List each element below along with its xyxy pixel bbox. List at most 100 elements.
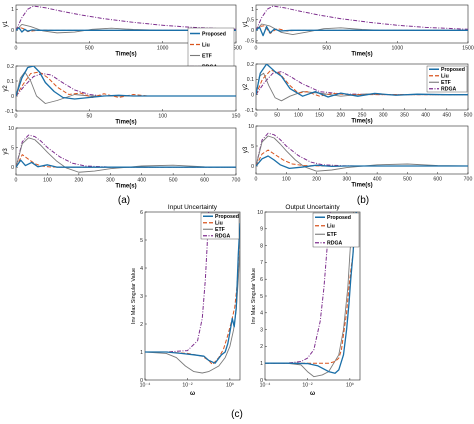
y-tick-label: 0.2 <box>7 64 14 70</box>
series-group <box>16 66 236 104</box>
y-tick-label: 5 <box>260 294 263 300</box>
legend-box <box>426 65 468 93</box>
x-tick-label: 600 <box>200 178 209 184</box>
plot-area <box>15 65 237 112</box>
legend-label-proposed: Proposed <box>441 67 465 73</box>
y-tick-label: 6 <box>140 210 143 216</box>
y-tick-label: 1 <box>140 350 143 356</box>
x-tick-label: 500 <box>169 178 178 184</box>
series-group <box>256 5 468 37</box>
y-tick-label: 5 <box>251 144 254 150</box>
x-tick-label: 1500 <box>230 46 242 52</box>
legend-label-proposed: Proposed <box>327 215 351 221</box>
y-axis-label: Inv Max Singular Value <box>251 268 257 324</box>
chart-c-input: Input Uncertainty 10⁻⁴ 10⁻² 10⁰ 0 1 2 3 4 5 6 ω Inv … <box>131 204 241 397</box>
y-tick-label: 4 <box>140 266 143 272</box>
y-tick-label: 9 <box>260 227 263 233</box>
series-line-proposed <box>265 212 357 374</box>
x-axis-label: Time(s) <box>351 52 372 58</box>
series-line-liu <box>256 69 468 97</box>
x-tick-label: 450 <box>442 113 451 119</box>
x-axis-label: Time(s) <box>351 119 372 125</box>
legend-label-rdga: RDGA <box>441 87 457 93</box>
x-tick-label: 600 <box>433 177 442 183</box>
legend-label-liu: Liu <box>202 42 210 48</box>
series-line-proposed <box>16 66 236 100</box>
x-tick-label: 200 <box>75 178 84 184</box>
chart-title: Input Uncertainty <box>168 204 218 211</box>
legend-label-proposed: Proposed <box>202 31 226 37</box>
y-tick-label: 8 <box>260 243 263 249</box>
y-tick-label: 2 <box>140 322 143 328</box>
legend-label-liu: Liu <box>441 74 449 80</box>
y-tick-label: 0.1 <box>247 77 254 83</box>
x-tick-label: 150 <box>315 113 324 119</box>
y-tick-label: 0 <box>251 164 254 170</box>
y-tick-label: 6 <box>260 277 263 283</box>
series-line-proposed <box>256 25 468 37</box>
x-tick-label: 0 <box>255 46 258 52</box>
x-tick-label: 10⁻² <box>182 383 193 389</box>
x-tick-label: 300 <box>379 113 388 119</box>
x-tick-label: 200 <box>336 113 345 119</box>
y-tick-label: 0 <box>11 94 14 100</box>
x-tick-label: 500 <box>85 46 94 52</box>
x-tick-label: 50 <box>86 114 92 120</box>
panel-label-c: (c) <box>231 409 243 420</box>
x-tick-label: 500 <box>403 177 412 183</box>
legend-box <box>200 212 240 240</box>
y-tick-label: 1 <box>251 7 254 13</box>
x-axis-label: Time(s) <box>115 52 136 58</box>
y-tick-label: 0 <box>251 28 254 34</box>
series-line-proposed <box>16 159 236 168</box>
legend-label-liu: Liu <box>215 221 223 227</box>
x-tick-label: 0 <box>255 177 258 183</box>
x-axis-label: Time(s) <box>115 120 136 126</box>
x-tick-label: 10⁰ <box>226 383 234 389</box>
x-tick-label: 10⁻⁴ <box>260 383 271 389</box>
plot-area <box>15 127 237 176</box>
x-tick-label: 400 <box>373 177 382 183</box>
x-tick-label: 250 <box>358 113 367 119</box>
chart-b-y2: 0 50 100 150 200 250 300 350 400 450 500-0.100.10.… <box>243 62 472 125</box>
x-tick-label: 100 <box>294 113 303 119</box>
x-tick-label: 0 <box>255 113 258 119</box>
chart-title: Output Uncertainty <box>285 204 340 211</box>
x-tick-label: 1500 <box>462 46 474 52</box>
legend-label-rdga: RDGA <box>215 234 231 240</box>
legend-label-proposed: Proposed <box>215 214 239 220</box>
x-tick-label: 50 <box>274 113 280 119</box>
series-line-liu <box>16 71 236 98</box>
x-tick-label: 300 <box>343 177 352 183</box>
x-tick-label: 1000 <box>157 46 169 52</box>
x-tick-label: 100 <box>282 177 291 183</box>
y-tick-label: 0 <box>11 165 14 171</box>
legend-label-etf: ETF <box>202 53 212 59</box>
y-tick-label: 10 <box>8 126 14 132</box>
x-axis-label: ω <box>310 391 315 397</box>
series-line-proposed <box>145 223 240 364</box>
series-group <box>16 134 236 173</box>
y-tick-label: 0 <box>140 378 143 384</box>
x-tick-label: 0 <box>15 178 18 184</box>
y-tick-label: 5 <box>11 145 14 151</box>
chart-c-output: Output Uncertainty 10⁻⁴ 10⁻² 10⁰ 0 1 2 3 4 5 6 7 8 9 1… <box>251 204 361 397</box>
legend-label-liu: Liu <box>327 224 335 230</box>
series-line-etf <box>16 137 236 173</box>
legend-label-rdga: RDGA <box>327 241 343 247</box>
x-axis-label: Time(s) <box>115 184 136 190</box>
chart-a-y3: 0 100 200 300 400 500 600 700 0 5 10 Time(s) y3 <box>3 126 240 190</box>
y-axis-label: y1 <box>243 20 249 27</box>
x-tick-label: 350 <box>400 113 409 119</box>
series-line-proposed <box>256 155 468 170</box>
x-tick-label: 500 <box>464 113 473 119</box>
y-tick-label: 7 <box>260 260 263 266</box>
x-tick-label: 10⁰ <box>346 383 354 389</box>
